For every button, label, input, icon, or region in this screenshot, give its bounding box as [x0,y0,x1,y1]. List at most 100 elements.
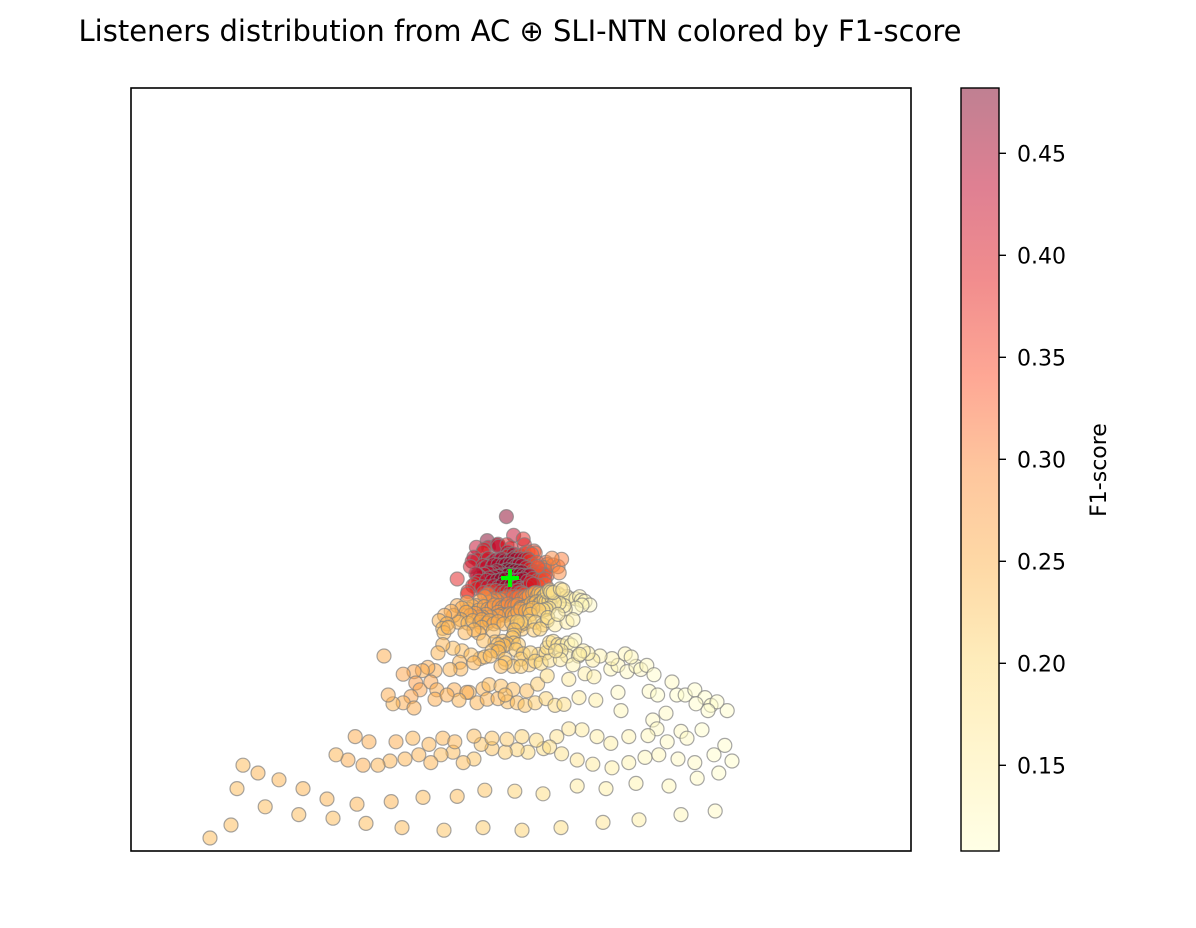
data-point [476,633,492,649]
data-point [658,705,674,721]
data-point [561,721,577,737]
data-point [376,648,392,664]
data-point [689,770,705,786]
data-point [621,728,637,745]
data-point [499,731,515,747]
data-point [202,830,218,846]
data-point [550,606,566,623]
data-point [565,611,581,628]
data-point [415,789,431,806]
data-point [229,780,245,797]
data-point [700,702,716,719]
data-point [664,674,680,690]
data-point [637,749,653,766]
colorbar-tick-label: 0.40 [1017,244,1066,269]
data-point [707,803,723,819]
data-point [349,796,365,812]
data-point [449,788,465,805]
colorbar: 0.15 0.20 0.25 0.30 0.35 0.40 0.45 F1-score [960,87,1112,852]
data-point [717,737,733,754]
data-point [569,778,585,794]
data-point [405,730,421,746]
colorbar-tick-label: 0.20 [1017,652,1066,677]
data-point [370,757,386,773]
data-point [687,754,703,771]
data-point [395,666,411,682]
data-point [621,754,637,771]
data-point [291,806,307,823]
data-point [553,746,570,762]
data-point [394,819,410,836]
scatter-points [202,508,740,846]
data-point [595,814,611,831]
data-point [250,765,266,781]
data-point [497,687,513,703]
data-point [433,747,449,763]
data-point [497,744,513,760]
data-point [532,621,548,637]
data-point [561,671,577,688]
data-point [493,658,509,675]
centroid-marker [501,569,519,587]
colorbar-label: F1-score [1087,423,1112,517]
data-point [585,756,601,772]
data-point [694,722,710,738]
data-point [661,778,677,794]
data-point [589,728,605,745]
colorbar-tick-label: 0.45 [1017,142,1066,167]
plot-frame [130,87,912,852]
data-point [649,687,666,703]
data-point [514,822,530,838]
data-point [477,782,493,798]
data-point [623,649,639,665]
colorbar-gradient [961,88,999,851]
data-point [383,793,399,810]
data-point [466,728,482,744]
data-point [569,752,585,768]
data-point [628,775,644,792]
data-point [603,735,619,752]
data-point [613,702,629,719]
data-point [610,684,626,701]
data-point [397,751,413,767]
colorbar-tick-label: 0.25 [1017,550,1066,575]
colorbar-tick-label: 0.30 [1017,448,1066,473]
colorbar-tick-label: 0.35 [1017,346,1066,371]
data-point [406,700,422,716]
data-point [586,669,602,685]
data-point [380,687,396,703]
data-point [711,765,727,781]
data-point [325,810,341,826]
data-point [556,696,572,713]
data-point [604,760,620,776]
data-point [544,550,560,566]
data-point [688,696,704,712]
data-point [670,751,686,767]
data-point [549,728,565,745]
data-point [571,689,587,706]
data-point [571,646,588,663]
data-point [411,747,427,763]
data-point [651,747,667,763]
data-point [455,754,471,771]
data-point [724,753,740,769]
data-point [535,786,551,802]
data-point [361,734,377,750]
data-point [355,757,371,773]
data-point [553,819,569,836]
data-point [547,643,564,659]
data-point [528,732,545,748]
data-point [439,687,455,703]
data-point [659,734,675,750]
data-point [347,728,363,745]
data-point [541,739,558,755]
data-point [519,683,535,699]
data-point [442,661,458,678]
data-point [588,692,604,708]
data-point [271,772,287,788]
data-point [513,658,529,675]
data-point [328,747,344,763]
data-point [449,571,465,587]
data-point [436,822,452,838]
data-point [358,815,374,832]
